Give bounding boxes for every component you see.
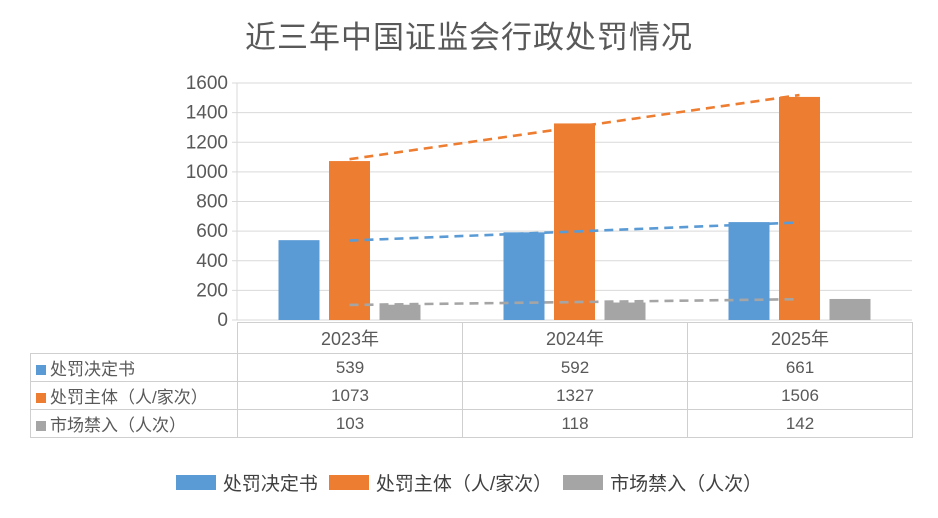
legend-swatch-icon (563, 475, 604, 490)
series-label-cell: 市场禁入（人次） (30, 409, 238, 438)
table-year-header: 2023年 (237, 322, 463, 354)
legend-label: 市场禁入（人次） (610, 474, 763, 495)
legend-swatch-icon (328, 475, 369, 490)
y-axis-tick-label: 800 (196, 192, 228, 213)
value-cell: 1327 (462, 381, 688, 410)
bar-market-bans-1 (604, 302, 646, 320)
legend-item-penalty-decisions: 处罚决定书 (175, 469, 318, 496)
bar-penalty-decisions-0 (278, 240, 320, 320)
legend-label: 处罚主体（人/家次） (375, 474, 553, 495)
table-row-market-bans: 市场禁入（人次） 103 118 142 (30, 409, 913, 438)
series-swatch-icon (36, 365, 46, 375)
table-year-header: 2025年 (687, 322, 913, 354)
series-label-cell: 处罚决定书 (30, 353, 238, 382)
value-cell: 592 (462, 353, 688, 382)
y-axis-tick-label: 1600 (186, 73, 228, 94)
table-row-penalized-subjects: 处罚主体（人/家次） 1073 1327 1506 (30, 381, 913, 410)
series-swatch-icon (36, 421, 46, 431)
bar-market-bans-2 (829, 298, 871, 320)
y-axis-tick-label: 0 (217, 310, 228, 330)
legend-item-penalized-subjects: 处罚主体（人/家次） (328, 469, 553, 496)
value-cell: 118 (462, 409, 688, 438)
bar-market-bans-0 (379, 304, 421, 320)
value-cell: 1506 (687, 381, 913, 410)
bar-penalty-decisions-1 (503, 232, 545, 320)
y-axis-tick-label: 600 (196, 221, 228, 242)
trendline-market-bans (349, 297, 800, 307)
series-label-cell: 处罚主体（人/家次） (30, 381, 238, 410)
y-axis-tick-label: 400 (196, 251, 228, 272)
value-cell: 142 (687, 409, 913, 438)
table-year-header: 2024年 (462, 322, 688, 354)
trendline-penalty-decisions (349, 221, 800, 242)
bar-penalized-subjects-1 (554, 123, 595, 320)
legend-item-market-bans: 市场禁入（人次） (563, 469, 762, 496)
legend-swatch-icon (175, 475, 216, 490)
value-cell: 103 (237, 409, 463, 438)
value-cell: 661 (687, 353, 913, 382)
data-table: 2023年 2024年 2025年 处罚决定书 539 592 661 处罚主体（人/家次） 1… (30, 322, 913, 438)
y-axis-tick-label: 200 (196, 280, 228, 301)
value-cell: 539 (237, 353, 463, 382)
table-row-penalty-decisions: 处罚决定书 539 592 661 (30, 353, 913, 382)
value-cell: 1073 (237, 381, 463, 410)
legend: 处罚决定书 处罚主体（人/家次） 市场禁入（人次） (0, 469, 938, 496)
plot-area: 0 200 400 600 800 1000 1200 1400 1600 (186, 73, 912, 330)
legend-label: 处罚决定书 (222, 474, 318, 495)
bar-penalty-decisions-2 (728, 222, 770, 320)
trendline-penalized-subjects (349, 93, 800, 161)
y-axis-tick-label: 1200 (186, 132, 228, 153)
series-swatch-icon (36, 393, 46, 403)
chart-title: 近三年中国证监会行政处罚情况 (245, 20, 693, 55)
table-header-row: 2023年 2024年 2025年 (31, 322, 913, 354)
bar-penalized-subjects-2 (779, 96, 820, 320)
y-axis-tick-label: 1400 (186, 103, 228, 124)
table-corner-cell (31, 323, 238, 354)
y-axis-tick-label: 1000 (186, 162, 228, 183)
